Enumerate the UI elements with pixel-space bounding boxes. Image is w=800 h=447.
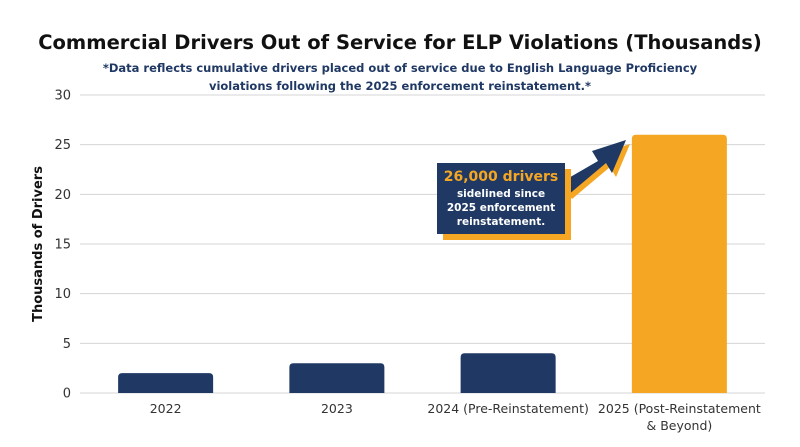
y-tick-label: 10 [54, 287, 71, 302]
x-tick-label: 2023 [321, 401, 353, 416]
x-tick-label: 2022 [150, 401, 182, 416]
callout-body: sidelined since 2025 enforcement reinsta… [446, 188, 556, 228]
x-tick-label: 2024 (Pre-Reinstatement) [427, 401, 589, 416]
x-tick-label: 2025 (Post-Reinstatement & Beyond) [598, 401, 761, 433]
chart-subtitle: *Data reflects cumulative drivers placed… [102, 61, 698, 93]
callout-arrow [560, 140, 626, 195]
y-axis-label: Thousands of Drivers [31, 166, 46, 322]
callout-headline: 26,000 drivers [443, 169, 559, 185]
chart-title: Commercial Drivers Out of Service for EL… [38, 31, 762, 54]
bar [289, 363, 385, 393]
y-tick-label: 15 [54, 238, 71, 253]
y-tick-label: 0 [63, 387, 71, 402]
y-tick-label: 25 [54, 138, 71, 153]
bar [460, 353, 556, 393]
callout-box: 26,000 drivers sidelined since 2025 enfo… [437, 163, 565, 234]
y-tick-label: 20 [54, 188, 71, 203]
bar [118, 373, 214, 393]
y-tick-label: 30 [54, 89, 71, 104]
bar [631, 134, 727, 393]
y-tick-label: 5 [63, 337, 71, 352]
